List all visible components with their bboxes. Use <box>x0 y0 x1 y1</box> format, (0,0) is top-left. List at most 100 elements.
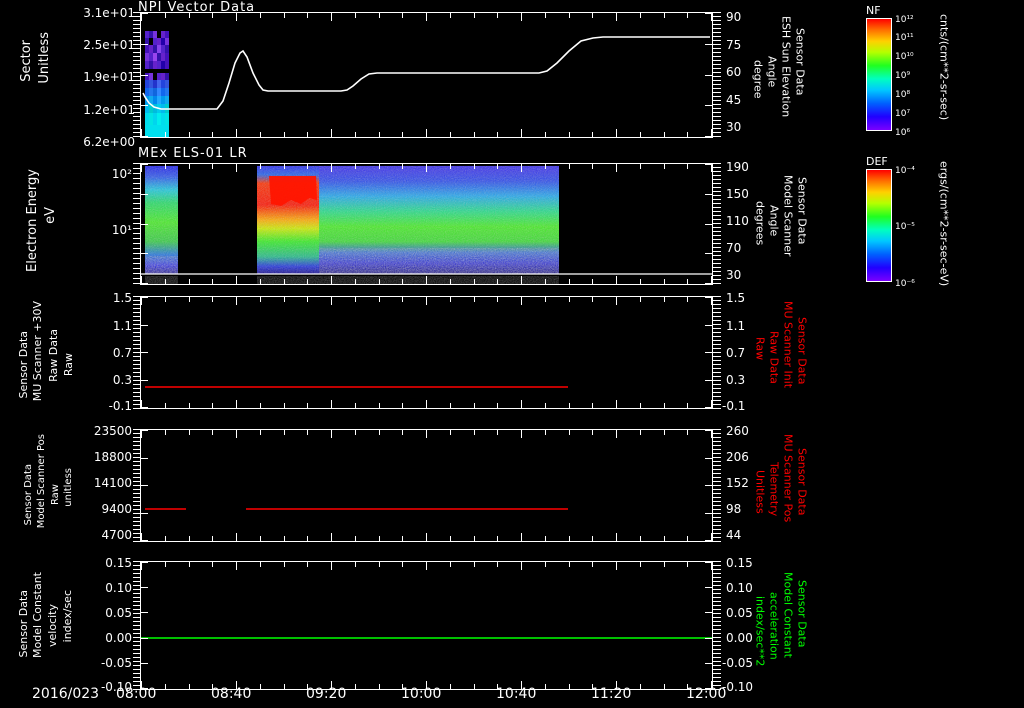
x-tick <box>212 684 213 689</box>
pos-plot-area[interactable] <box>140 429 713 542</box>
colorbar-nf-tick-5: 10⁷ <box>895 109 911 119</box>
x-tick <box>260 562 261 567</box>
x-tick <box>260 132 261 137</box>
x-tick <box>474 13 475 18</box>
y-tick <box>705 325 712 326</box>
vel-plot-area[interactable] <box>140 561 713 690</box>
x-tick <box>165 279 166 284</box>
npi-left-tick-3: 1.2e+01 <box>83 103 135 117</box>
x-tick <box>687 132 688 137</box>
x-tick <box>687 562 688 567</box>
x-tick <box>616 276 617 284</box>
y-tick <box>141 562 148 563</box>
y-tick <box>141 352 148 353</box>
x-tick <box>592 430 593 435</box>
pos-left-tick-3: 9400 <box>101 502 132 516</box>
x-tick <box>379 279 380 284</box>
npi-left-tick-0: 3.1e+01 <box>83 6 135 20</box>
x-tick <box>212 562 213 567</box>
mu30-left-tick-1: 1.1 <box>112 319 132 333</box>
x-tick <box>212 279 213 284</box>
x-tick <box>284 297 285 302</box>
mu30-plot-area[interactable] <box>140 296 713 409</box>
panel-npi-right-label-l1: Sensor Data <box>793 28 807 96</box>
x-tick <box>141 276 142 284</box>
y-tick <box>705 75 712 76</box>
vel-right-tick-0: 0.15 <box>726 556 753 570</box>
x-tick <box>569 13 570 18</box>
time-axis-tick-1: 08:40 <box>211 686 252 702</box>
x-tick <box>260 403 261 408</box>
x-tick <box>616 681 617 689</box>
y-tick <box>705 407 712 408</box>
x-tick <box>664 536 665 541</box>
colorbar-nf-tick-4: 10⁸ <box>895 90 911 100</box>
y-tick <box>705 224 712 225</box>
y-tick <box>705 253 712 254</box>
els-plot-area[interactable] <box>140 163 713 285</box>
x-tick <box>521 533 522 541</box>
time-axis-tick-3: 10:00 <box>401 686 442 702</box>
x-tick <box>307 132 308 137</box>
y-tick <box>141 587 148 588</box>
x-tick <box>165 403 166 408</box>
panel-pos-left-label-l2: Model Scanner Pos <box>36 434 47 529</box>
panel-pos-right-label-l4: Unitless <box>753 470 767 514</box>
x-tick <box>569 684 570 689</box>
x-tick <box>711 297 712 305</box>
x-tick <box>379 684 380 689</box>
colorbar-def[interactable] <box>866 169 892 282</box>
x-tick <box>687 13 688 18</box>
y-tick <box>141 540 148 541</box>
y-tick <box>705 540 712 541</box>
vel-left-tick-2: 0.05 <box>105 606 132 620</box>
x-tick <box>521 129 522 137</box>
y-tick <box>705 105 712 106</box>
x-tick <box>497 684 498 689</box>
npi-left-tick-2: 1.9e+01 <box>83 70 135 84</box>
x-tick <box>521 13 522 21</box>
x-tick <box>474 132 475 137</box>
y-tick <box>705 688 712 689</box>
pos-right-minor-ticks <box>713 429 721 542</box>
els-right-minor-ticks <box>713 163 721 285</box>
panel-model-scanner-pos-raw: Sensor Data Model Scanner Pos Raw unitle… <box>0 420 1024 552</box>
x-tick <box>236 276 237 284</box>
y-tick <box>141 194 148 195</box>
y-tick <box>141 164 148 165</box>
x-tick <box>355 536 356 541</box>
els-spectrogram <box>141 166 712 284</box>
x-tick <box>450 684 451 689</box>
npi-plot-area[interactable] <box>140 12 713 138</box>
x-tick <box>260 279 261 284</box>
pos-right-tick-0: 260 <box>726 424 749 438</box>
x-tick <box>569 279 570 284</box>
x-tick <box>165 13 166 18</box>
x-tick <box>545 684 546 689</box>
x-tick <box>236 164 237 172</box>
x-tick <box>569 403 570 408</box>
pos-left-tick-0: 23500 <box>93 424 132 438</box>
x-tick <box>687 297 688 302</box>
x-tick <box>474 279 475 284</box>
colorbar-nf-unit: cnts/(cm**2-sr-sec) <box>938 14 951 120</box>
y-tick <box>141 485 148 486</box>
x-tick <box>141 533 142 541</box>
panel-pos-left-label-l1: Sensor Data <box>23 464 34 526</box>
y-tick <box>141 380 148 381</box>
y-tick <box>705 352 712 353</box>
x-tick <box>426 562 427 570</box>
x-tick <box>141 129 142 137</box>
x-tick <box>284 132 285 137</box>
x-tick <box>592 279 593 284</box>
y-tick <box>705 513 712 514</box>
panel-mu30-right-label: Sensor Data MU Scanner Init Raw Data Raw <box>752 293 812 418</box>
x-tick <box>687 279 688 284</box>
panel-els-left-label-l2: eV <box>43 207 58 224</box>
colorbar-nf[interactable] <box>866 18 892 131</box>
x-tick <box>711 562 712 570</box>
x-tick <box>355 430 356 435</box>
x-tick <box>165 297 166 302</box>
els-left-tick-0: 10² <box>111 167 132 181</box>
x-tick <box>355 164 356 169</box>
